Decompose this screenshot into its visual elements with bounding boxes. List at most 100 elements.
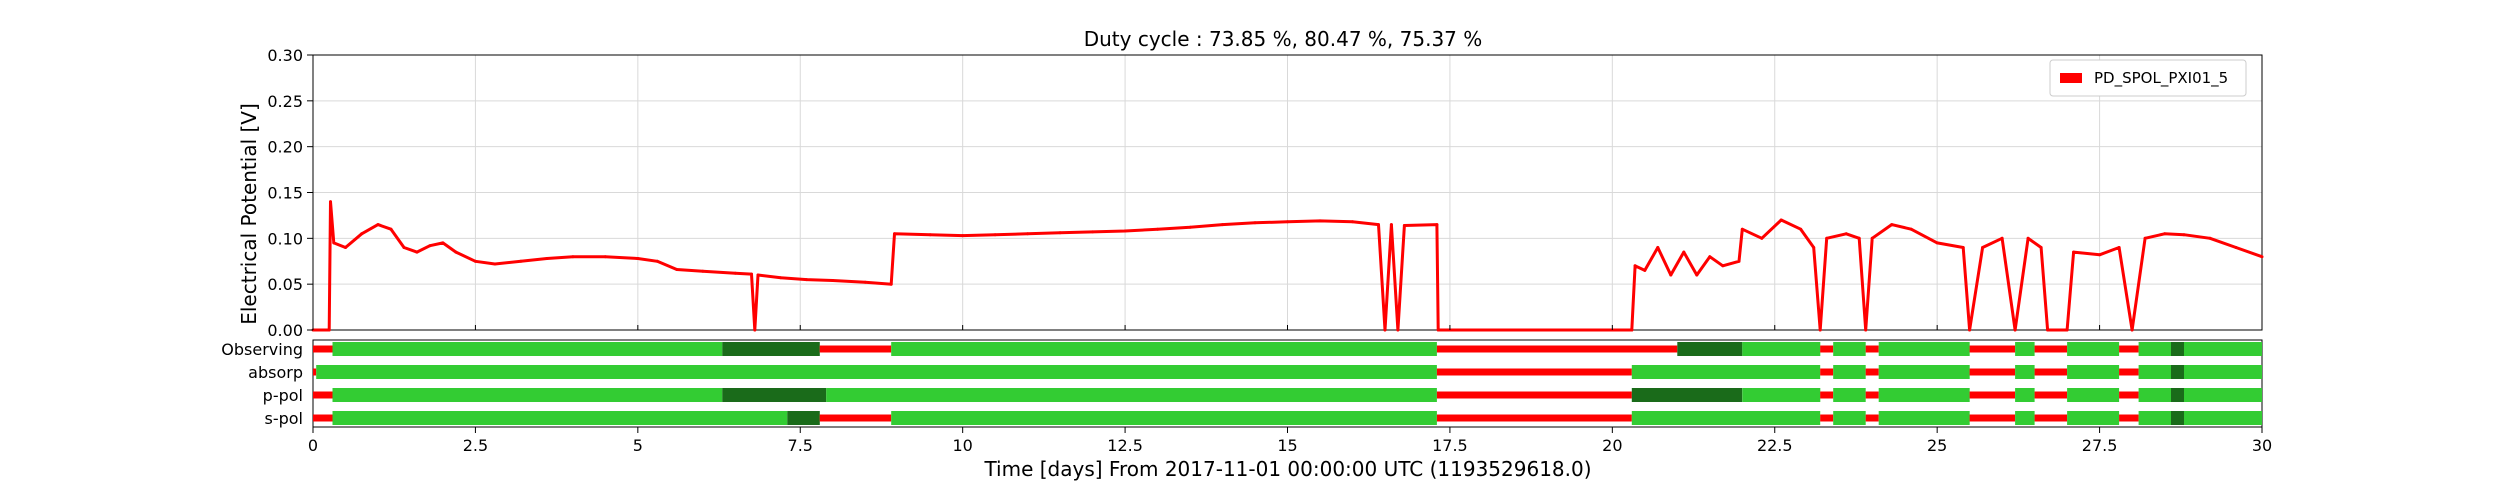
data-point <box>1760 236 1764 240</box>
data-point <box>1695 273 1699 277</box>
segment-on <box>1833 342 1866 356</box>
segment-off <box>2119 391 2139 399</box>
data-point <box>733 271 737 275</box>
y-tick-label: 0.20 <box>267 138 303 157</box>
segment-row-label: s-pol <box>265 409 304 428</box>
segment-off <box>1969 414 2016 422</box>
data-point <box>1377 223 1380 227</box>
data-point <box>1058 231 1062 235</box>
x-axis-label: Time [days] From 2017-11-01 00:00:00 UTC… <box>983 457 1591 481</box>
data-point <box>1396 328 1400 332</box>
x-tick-label: 0 <box>308 436 318 455</box>
segment-dark <box>787 411 820 425</box>
data-point <box>545 257 549 260</box>
data-point <box>2072 250 2076 254</box>
data-point <box>1633 264 1637 268</box>
segment-row-label: absorp <box>248 363 303 382</box>
x-tick-label: 5 <box>633 436 643 455</box>
segment-off <box>1436 391 1632 399</box>
x-tick-label: 27.5 <box>2082 436 2118 455</box>
x-axis-ticks: 0 2.5 5 7.5 10 12.5 15 17.5 20 22.5 25 27.5 30 <box>308 325 2272 455</box>
segment-on <box>2184 365 2262 379</box>
x-tick-label: 10 <box>952 436 972 455</box>
legend-label: PD_SPOL_PXI01_5 <box>2094 69 2228 88</box>
data-point <box>389 227 393 231</box>
data-point <box>2182 233 2186 237</box>
data-point <box>2143 236 2147 240</box>
segment-off <box>1865 345 1879 353</box>
data-point <box>1737 259 1741 263</box>
data-point <box>636 257 640 260</box>
segment-on <box>316 365 1437 379</box>
segment-on <box>1631 365 1821 379</box>
x-tick-label: 25 <box>1927 436 1947 455</box>
segment-off <box>1969 345 2016 353</box>
data-point <box>1870 236 1874 240</box>
y-tick-label: 0.15 <box>267 184 303 203</box>
data-point <box>2117 246 2121 249</box>
data-point <box>473 259 477 263</box>
segment-row-label: p-pol <box>263 386 303 405</box>
data-point <box>2098 253 2102 257</box>
data-point <box>2234 246 2238 249</box>
data-point <box>675 268 679 271</box>
segment-off <box>1436 368 1632 376</box>
segment-on <box>2184 388 2262 402</box>
segment-on <box>1742 388 1821 402</box>
y-tick-label: 0.10 <box>267 229 303 248</box>
data-point <box>1799 227 1803 231</box>
data-point <box>1630 328 1634 332</box>
data-point <box>756 273 760 277</box>
legend-swatch <box>2060 73 2082 83</box>
data-point <box>1156 227 1160 231</box>
segment-on <box>2067 388 2120 402</box>
x-tick-label: 30 <box>2252 436 2272 455</box>
segment-on <box>891 411 1437 425</box>
data-point <box>1026 232 1030 236</box>
data-point <box>1968 328 1972 332</box>
data-point <box>1740 227 1744 231</box>
segment-off <box>2119 368 2139 376</box>
y-tick-label: 0.30 <box>267 46 303 65</box>
segment-off <box>1865 368 1879 376</box>
data-point <box>1890 223 1894 227</box>
x-tick-label: 7.5 <box>788 436 813 455</box>
x-tick-label: 20 <box>1602 436 1622 455</box>
segment-on <box>2184 342 2262 356</box>
data-point <box>1123 229 1127 233</box>
data-point <box>402 246 406 249</box>
segment-on <box>1631 411 1821 425</box>
segment-on <box>332 342 723 356</box>
data-point <box>701 269 705 273</box>
segment-off <box>1820 345 1834 353</box>
data-point <box>1708 255 1712 259</box>
segment-on <box>332 388 723 402</box>
segment-on <box>891 342 1437 356</box>
data-point <box>1682 250 1686 254</box>
segment-on <box>2138 365 2172 379</box>
data-point <box>360 232 364 236</box>
segment-on <box>2138 411 2172 425</box>
legend: PD_SPOL_PXI01_5 <box>2049 59 2247 97</box>
segment-off <box>2034 414 2068 422</box>
x-tick-label: 17.5 <box>1432 436 1468 455</box>
data-point <box>2013 328 2017 332</box>
data-point <box>753 328 757 332</box>
data-point <box>1643 268 1647 272</box>
segment-on <box>1878 411 1970 425</box>
segment-off <box>819 345 892 353</box>
data-point <box>2208 236 2212 240</box>
segment-dark <box>1631 388 1743 402</box>
segment-on <box>2015 342 2035 356</box>
data-point <box>1286 220 1289 224</box>
x-tick-label: 15 <box>1277 436 1297 455</box>
segment-dark <box>2171 388 2184 402</box>
data-point <box>779 276 783 280</box>
data-point <box>1436 328 1440 332</box>
segment-off <box>1820 391 1834 399</box>
segment-dark <box>2171 342 2184 356</box>
segment-dark <box>2171 411 2184 425</box>
data-point <box>519 259 523 263</box>
segment-off <box>1969 368 2016 376</box>
